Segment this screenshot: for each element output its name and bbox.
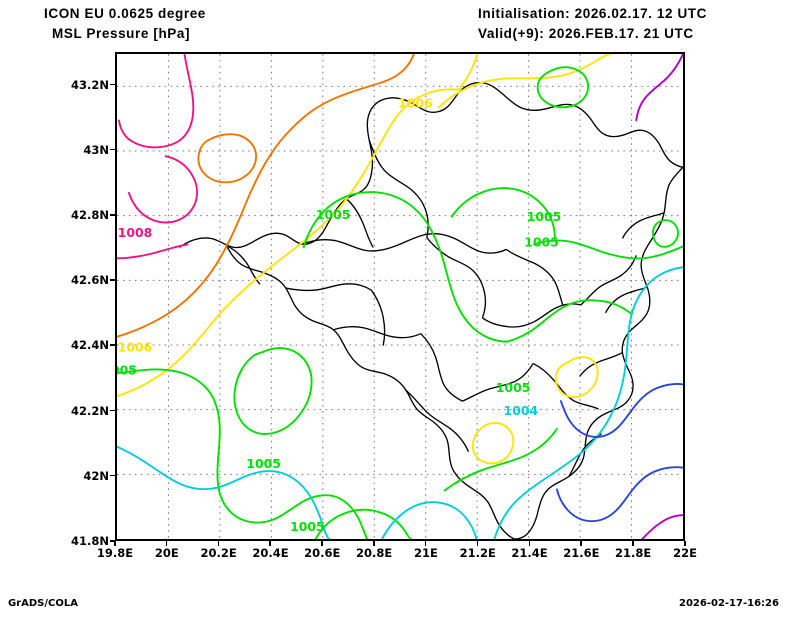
contour-value-labels: 1008 1006 1006 1005 1005 1005 1005 1005 1005 1005… xyxy=(117,96,561,535)
x-axis-tick-label: 19.8E xyxy=(96,546,134,560)
contour-1004 xyxy=(117,266,683,539)
x-axis-tick-mark xyxy=(321,541,323,546)
y-axis-tick-mark xyxy=(110,148,115,151)
pressure-contours xyxy=(117,54,683,539)
x-axis-tick-label: 20E xyxy=(154,546,179,560)
y-axis-tick-mark xyxy=(110,540,115,542)
x-axis-tick-mark xyxy=(528,541,531,546)
contour-label: 1004 xyxy=(504,403,539,418)
contour-1006 xyxy=(117,54,611,465)
y-axis-tick-label: 42.6N xyxy=(71,273,109,288)
x-axis-tick-label: 20.8E xyxy=(355,546,393,560)
contour-label: 1005 xyxy=(117,362,137,377)
contour-label: 1005 xyxy=(290,519,325,534)
x-axis-tick-label: 20.6E xyxy=(304,546,341,560)
initialisation-time: Initialisation: 2026.02.17. 12 UTC xyxy=(478,6,707,21)
x-axis-tick-label: 21.6E xyxy=(563,546,600,560)
contour-label: 1005 xyxy=(527,209,562,224)
x-axis-tick-mark xyxy=(580,541,582,546)
x-axis-tick-mark xyxy=(632,541,634,546)
contour-1002 xyxy=(635,54,683,539)
x-axis-tick-label: 22E xyxy=(673,546,697,560)
contour-1008 xyxy=(117,54,198,260)
x-axis-tick-label: 21.8E xyxy=(615,546,652,560)
model-title: ICON EU 0.0625 degree xyxy=(44,6,206,21)
x-axis-tick-mark xyxy=(269,541,271,546)
x-axis-tick-mark xyxy=(684,541,686,546)
contour-map-plot: 1008 1006 1006 1005 1005 1005 1005 1005 1005 1005… xyxy=(115,52,685,541)
x-axis-tick-label: 21E xyxy=(413,546,438,560)
contour-1003 xyxy=(555,382,683,523)
contour-label: 1005 xyxy=(496,380,531,395)
y-axis-tick-label: 41.8N xyxy=(71,534,109,548)
y-axis-tick-mark xyxy=(110,279,115,281)
contour-label: 1005 xyxy=(246,456,281,471)
contour-1005 xyxy=(117,66,683,539)
contour-label: 1008 xyxy=(118,225,153,240)
y-axis-tick-label: 42.4N xyxy=(71,338,109,353)
y-axis-tick-label: 43N xyxy=(83,142,109,157)
gridlines xyxy=(117,54,683,539)
x-axis-tick-label: 20.2E xyxy=(200,546,237,560)
y-axis-tick-label: 42.2N xyxy=(71,403,109,418)
contour-label: 1006 xyxy=(118,340,153,355)
credit-label: GrADS/COLA xyxy=(8,598,78,609)
x-axis-tick-label: 21.2E xyxy=(459,546,496,560)
y-axis-tick-mark xyxy=(110,344,115,346)
y-axis-tick-label: 42N xyxy=(83,468,109,483)
x-axis-tick-mark xyxy=(373,541,375,546)
y-axis-tick-label: 43.2N xyxy=(71,77,109,92)
x-axis-tick-mark xyxy=(165,541,168,546)
y-axis-tick-mark xyxy=(110,83,115,86)
contour-map-svg: 1008 1006 1006 1005 1005 1005 1005 1005 1005 1005… xyxy=(117,54,683,539)
x-axis-tick-mark xyxy=(217,541,220,546)
contour-1007 xyxy=(117,54,415,338)
contour-label: 1006 xyxy=(398,96,433,111)
valid-time: Valid(+9): 2026.FEB.17. 21 UTC xyxy=(478,26,694,41)
y-axis-tick-label: 42.8N xyxy=(71,208,109,222)
y-axis-tick-mark xyxy=(110,474,115,477)
field-title: MSL Pressure [hPa] xyxy=(52,26,191,41)
contour-label: 1005 xyxy=(316,207,351,222)
y-axis-tick-mark xyxy=(110,214,115,216)
contour-label: 1005 xyxy=(524,235,559,250)
x-axis-tick-mark xyxy=(424,541,427,546)
x-axis-tick-label: 20.4E xyxy=(252,546,289,560)
x-axis-tick-mark xyxy=(114,541,116,546)
render-timestamp: 2026-02-17-16:26 xyxy=(679,598,779,609)
administrative-boundaries xyxy=(179,81,683,539)
y-axis-tick-mark xyxy=(110,409,115,412)
x-axis-tick-mark xyxy=(476,541,479,546)
x-axis-tick-label: 21.4E xyxy=(511,546,548,560)
